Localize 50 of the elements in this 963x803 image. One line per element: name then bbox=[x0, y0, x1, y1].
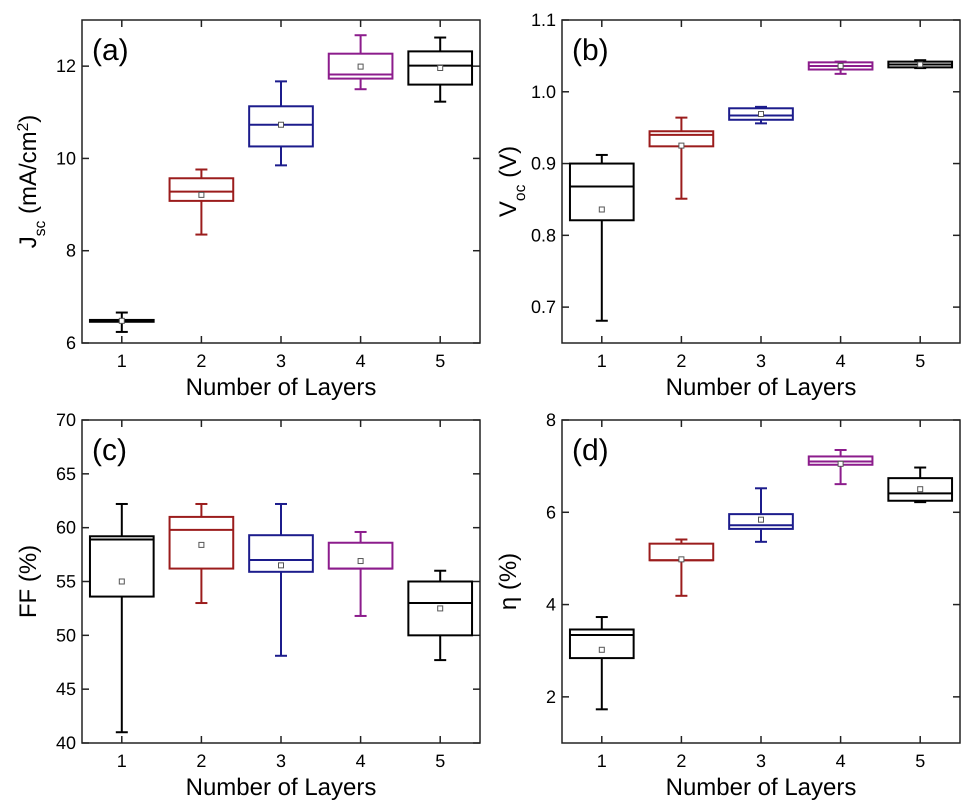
x-axis-title: Number of Layers bbox=[186, 374, 376, 401]
x-tick-label: 1 bbox=[116, 351, 127, 371]
y-tick-label: 6 bbox=[66, 333, 76, 353]
x-tick-label: 3 bbox=[276, 751, 286, 771]
annotation: (c) bbox=[92, 434, 127, 467]
x-tick-label: 3 bbox=[756, 351, 766, 371]
y-tick-label: 65 bbox=[56, 464, 76, 484]
y-tick-label: 0.9 bbox=[530, 154, 556, 174]
x-tick-label: 5 bbox=[435, 351, 446, 371]
y-tick-label: 6 bbox=[546, 502, 556, 522]
x-tick-label: 1 bbox=[116, 751, 127, 771]
y-tick-label: 45 bbox=[56, 679, 76, 700]
x-tick-label: 5 bbox=[435, 751, 446, 771]
y-tick-label: 50 bbox=[56, 625, 76, 646]
x-tick-label: 2 bbox=[676, 751, 686, 771]
y-tick-label: 10 bbox=[56, 148, 76, 168]
y-tick-label: 12 bbox=[56, 56, 76, 76]
y-tick-label: 0.7 bbox=[530, 297, 556, 318]
y-tick-label: 8 bbox=[66, 240, 76, 261]
x-tick-label: 2 bbox=[196, 751, 206, 771]
y-tick-label: 1.0 bbox=[530, 82, 556, 102]
y-tick-label: 55 bbox=[56, 572, 76, 592]
annotation: (b) bbox=[572, 34, 609, 67]
y-tick-label: 1.1 bbox=[530, 10, 556, 30]
x-tick-label: 4 bbox=[836, 751, 846, 771]
x-tick-label: 5 bbox=[915, 751, 926, 771]
x-tick-label: 1 bbox=[596, 751, 607, 771]
y-tick-label: 0.8 bbox=[530, 225, 556, 246]
y-tick-label: 4 bbox=[546, 594, 556, 615]
x-axis-title: Number of Layers bbox=[186, 774, 376, 801]
y-tick-label: 40 bbox=[56, 733, 76, 753]
x-axis-title: Number of Layers bbox=[666, 774, 856, 801]
y-axis-title: η (%) bbox=[495, 552, 522, 610]
annotation: (d) bbox=[572, 434, 609, 467]
x-axis-title: Number of Layers bbox=[666, 374, 856, 401]
x-tick-label: 3 bbox=[276, 351, 286, 371]
y-axis-title: FF (%) bbox=[15, 544, 42, 618]
x-tick-label: 2 bbox=[676, 351, 686, 371]
y-tick-label: 60 bbox=[56, 518, 76, 538]
annotation: (a) bbox=[92, 34, 129, 67]
y-tick-label: 8 bbox=[546, 410, 556, 430]
x-tick-label: 5 bbox=[915, 351, 926, 371]
x-tick-label: 4 bbox=[356, 751, 366, 771]
x-tick-label: 4 bbox=[836, 351, 846, 371]
x-tick-label: 2 bbox=[196, 351, 206, 371]
x-tick-label: 4 bbox=[356, 351, 366, 371]
x-tick-label: 1 bbox=[596, 351, 607, 371]
y-tick-label: 70 bbox=[56, 410, 76, 430]
y-tick-label: 2 bbox=[546, 686, 556, 707]
x-tick-label: 3 bbox=[756, 751, 766, 771]
